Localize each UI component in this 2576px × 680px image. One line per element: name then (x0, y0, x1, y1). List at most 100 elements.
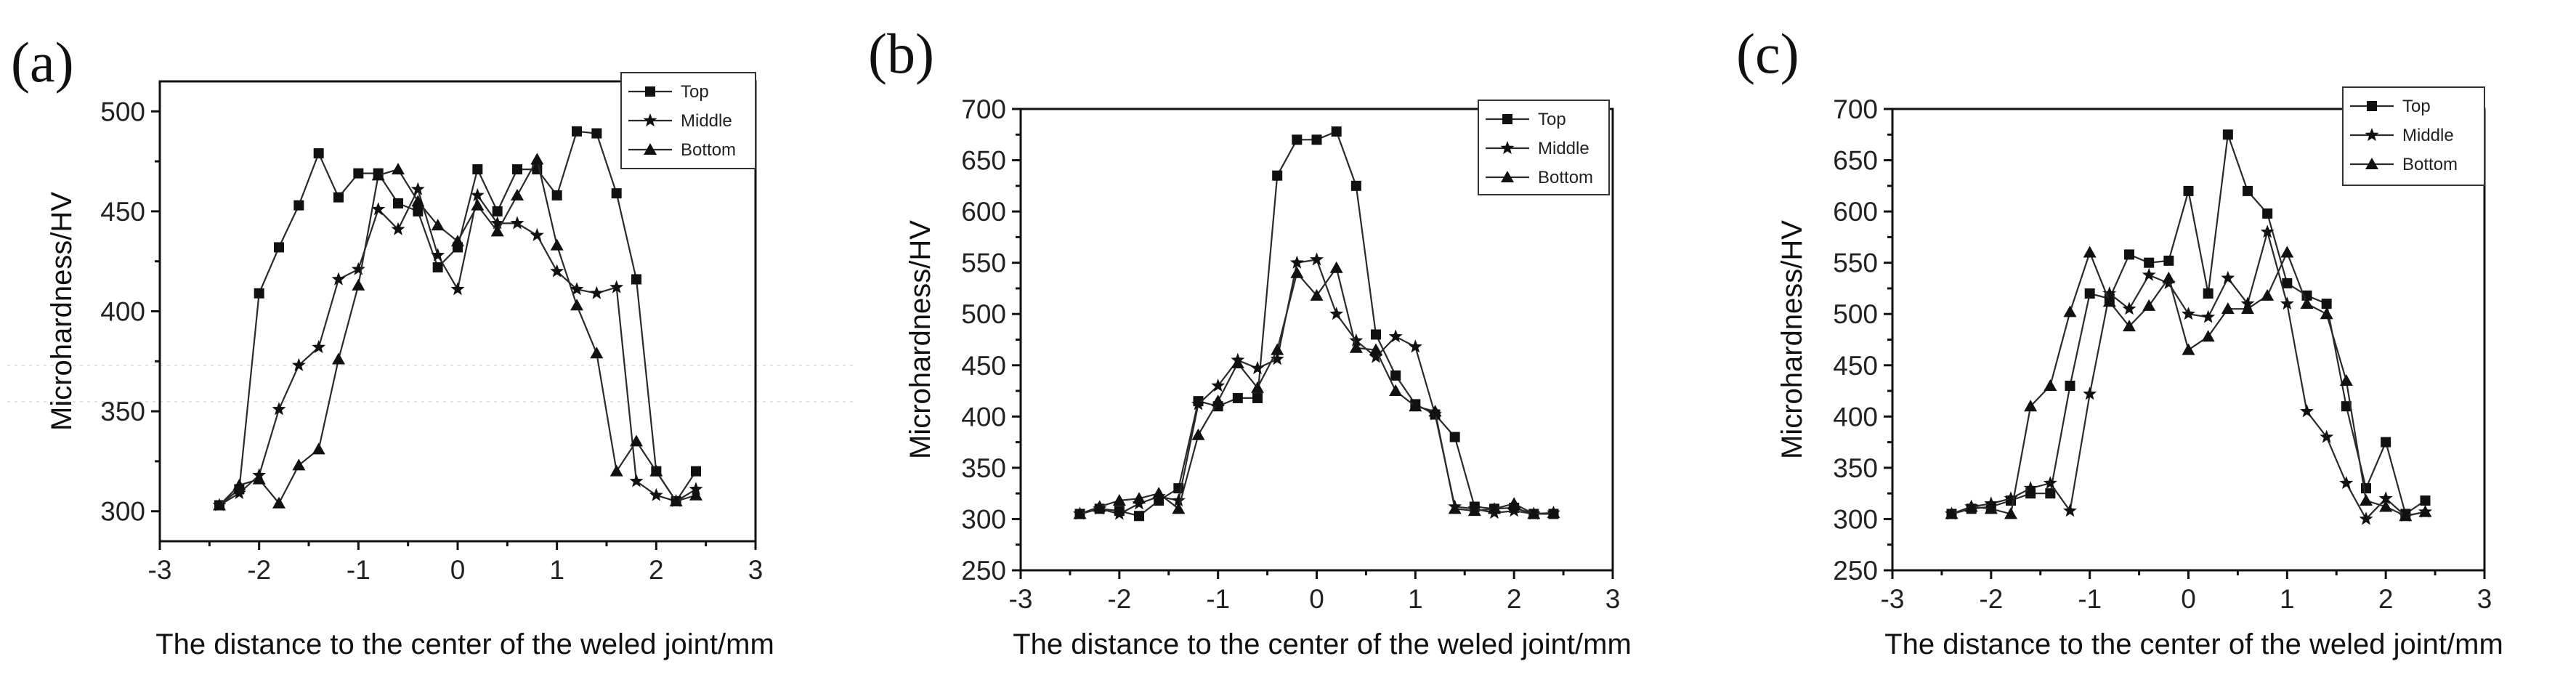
y-tick-label: 350 (961, 453, 1006, 483)
data-point-star (2221, 270, 2235, 284)
y-tick-label: 550 (1833, 248, 1878, 278)
data-point-star (272, 402, 286, 416)
data-point-triangle (1547, 506, 1560, 518)
data-point-star (1250, 361, 1265, 375)
data-point-star (1349, 333, 1364, 347)
data-point-triangle (649, 464, 663, 477)
x-tick-label: -2 (247, 555, 271, 585)
data-point-triangle (2320, 307, 2333, 320)
data-point-triangle (1251, 381, 1264, 393)
data-point-star (689, 482, 703, 495)
data-point-star (570, 282, 584, 296)
x-tick-label: 3 (748, 555, 764, 585)
data-point-square (293, 200, 304, 211)
data-point-square (274, 242, 284, 253)
data-point-star (2320, 429, 2334, 443)
data-point-square (2124, 249, 2134, 260)
data-point-triangle (471, 198, 485, 211)
data-point-triangle (1073, 507, 1087, 519)
data-point-star (589, 286, 604, 299)
data-point-triangle (2201, 330, 2215, 342)
legend-marker-square (1502, 114, 1512, 124)
data-point-triangle (2162, 271, 2176, 283)
data-point-triangle (1290, 266, 1304, 278)
data-point-star (291, 357, 306, 371)
data-point-star (2280, 296, 2294, 310)
x-tick-label: -1 (347, 555, 370, 585)
y-tick-label: 500 (1833, 299, 1878, 329)
data-point-square (1350, 180, 1361, 191)
data-point-triangle (1152, 487, 1166, 499)
data-point-triangle (411, 195, 425, 207)
data-point-triangle (292, 458, 306, 471)
data-point-triangle (1945, 507, 1959, 519)
series-line (1951, 250, 2426, 517)
chart-panel-2: (c) -3 -2 -1 0 1 2 3 250 300 350 400 450 500 550 600 650… (1736, 22, 2503, 660)
data-point-star (1310, 252, 1324, 266)
data-point-star (2004, 491, 2018, 505)
x-tick-label: -3 (1009, 584, 1033, 614)
x-axis-title: The distance to the center of the weled … (1884, 628, 2503, 660)
data-point-triangle (1112, 494, 1126, 506)
legend-marker-triangle (2365, 158, 2378, 169)
data-point-square (2381, 437, 2391, 448)
data-point-star (331, 272, 346, 286)
data-point-triangle (2182, 343, 2195, 355)
data-point-triangle (2102, 295, 2116, 307)
data-point-triangle (511, 188, 524, 201)
data-point-triangle (1448, 502, 1462, 514)
data-point-triangle (232, 478, 246, 490)
y-axis-title: Microhardness/HV (904, 220, 936, 459)
data-point-triangle (2241, 302, 2254, 315)
data-point-star (1329, 307, 1344, 320)
data-point-star (2260, 224, 2275, 238)
data-point-triangle (431, 219, 445, 231)
data-point-triangle (252, 472, 266, 485)
data-point-triangle (2379, 500, 2393, 512)
data-point-triangle (1329, 261, 1343, 273)
legend-label: Middle (1538, 139, 1589, 158)
data-point-star (391, 222, 405, 235)
x-tick-label: -1 (1206, 584, 1230, 614)
x-axis-title: The distance to the center of the weled … (1013, 628, 1632, 660)
data-point-triangle (332, 352, 345, 365)
x-tick-label: 3 (1605, 584, 1621, 614)
y-tick-label: 300 (1833, 504, 1878, 534)
data-point-star (1507, 503, 1521, 517)
data-point-star (2378, 491, 2393, 505)
data-point-star (470, 187, 485, 201)
data-point-star (1369, 349, 1383, 363)
data-point-triangle (2300, 297, 2314, 309)
y-tick-label: 350 (1833, 453, 1878, 483)
data-point-star (312, 340, 326, 354)
y-tick-label: 350 (100, 397, 145, 426)
x-tick-label: 2 (649, 555, 664, 585)
data-point-triangle (451, 235, 464, 247)
x-tick-label: 1 (1408, 584, 1423, 614)
legend: Top Middle Bottom (620, 72, 756, 169)
data-point-triangle (1389, 384, 1403, 397)
y-tick-label: 400 (100, 297, 145, 327)
x-tick-label: 1 (549, 555, 564, 585)
data-point-square (2222, 129, 2233, 140)
legend-marker-square (645, 86, 655, 97)
data-point-square (591, 128, 602, 139)
data-point-triangle (2004, 507, 2017, 519)
data-point-triangle (2261, 288, 2275, 301)
data-point-star (450, 282, 465, 296)
data-point-square (631, 274, 641, 285)
data-point-triangle (1093, 500, 1106, 512)
chart-panel-1: (b) -3 -2 -1 0 1 2 3 250 300 350 400 450 500 550 600 650… (868, 22, 1632, 660)
data-point-triangle (1349, 341, 1363, 353)
data-point-square (2341, 401, 2352, 412)
series-bottom (1945, 246, 2432, 522)
data-point-triangle (1191, 428, 1205, 440)
data-point-square (472, 164, 483, 175)
x-tick-label: 0 (2181, 584, 2196, 614)
data-point-star (609, 280, 624, 294)
data-point-triangle (1409, 400, 1422, 412)
legend-marker-triangle (1501, 171, 1514, 182)
data-point-triangle (1369, 343, 1382, 355)
data-point-square (2045, 488, 2056, 499)
series-bottom (1073, 261, 1560, 519)
